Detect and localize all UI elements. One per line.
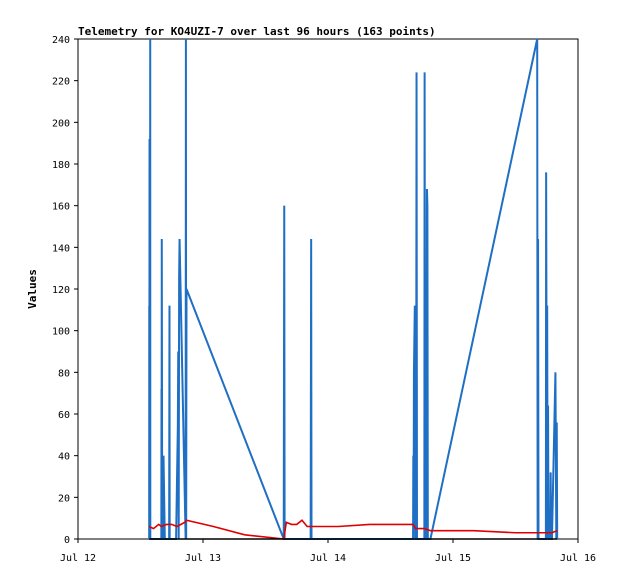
chart-title: Telemetry for KO4UZI-7 over last 96 hour…	[78, 25, 436, 38]
y-axis-label: Values	[26, 269, 39, 309]
y-tick-label: 200	[52, 118, 70, 129]
y-tick-label: 160	[52, 202, 70, 213]
series-layer	[148, 38, 559, 540]
y-tick-label: 40	[58, 452, 70, 463]
x-axis: Jul 12 Jul 13 Jul 14 Jul 15 Jul 16	[60, 539, 596, 564]
y-tick-label: 0	[64, 535, 70, 546]
y-tick-label: 100	[52, 327, 70, 338]
y-tick-label: 240	[52, 35, 70, 46]
y-tick-label: 60	[58, 410, 70, 421]
y-tick-label: 120	[52, 285, 70, 296]
y-tick-label: 180	[52, 160, 70, 171]
x-tick-label: Jul 16	[560, 553, 596, 564]
plot-area	[77, 38, 579, 540]
y-tick-label: 140	[52, 243, 70, 254]
series-line-1	[148, 519, 558, 540]
y-tick-label: 220	[52, 77, 70, 88]
y-tick-label: 20	[58, 493, 70, 504]
x-tick-label: Jul 12	[60, 553, 96, 564]
x-tick-label: Jul 14	[310, 553, 346, 564]
x-tick-label: Jul 15	[435, 553, 471, 564]
y-tick-label: 80	[58, 368, 70, 379]
y-axis: 0 20 40 60 80 100 120 140 160 180 200 220 240	[52, 35, 78, 546]
x-tick-label: Jul 13	[185, 553, 221, 564]
